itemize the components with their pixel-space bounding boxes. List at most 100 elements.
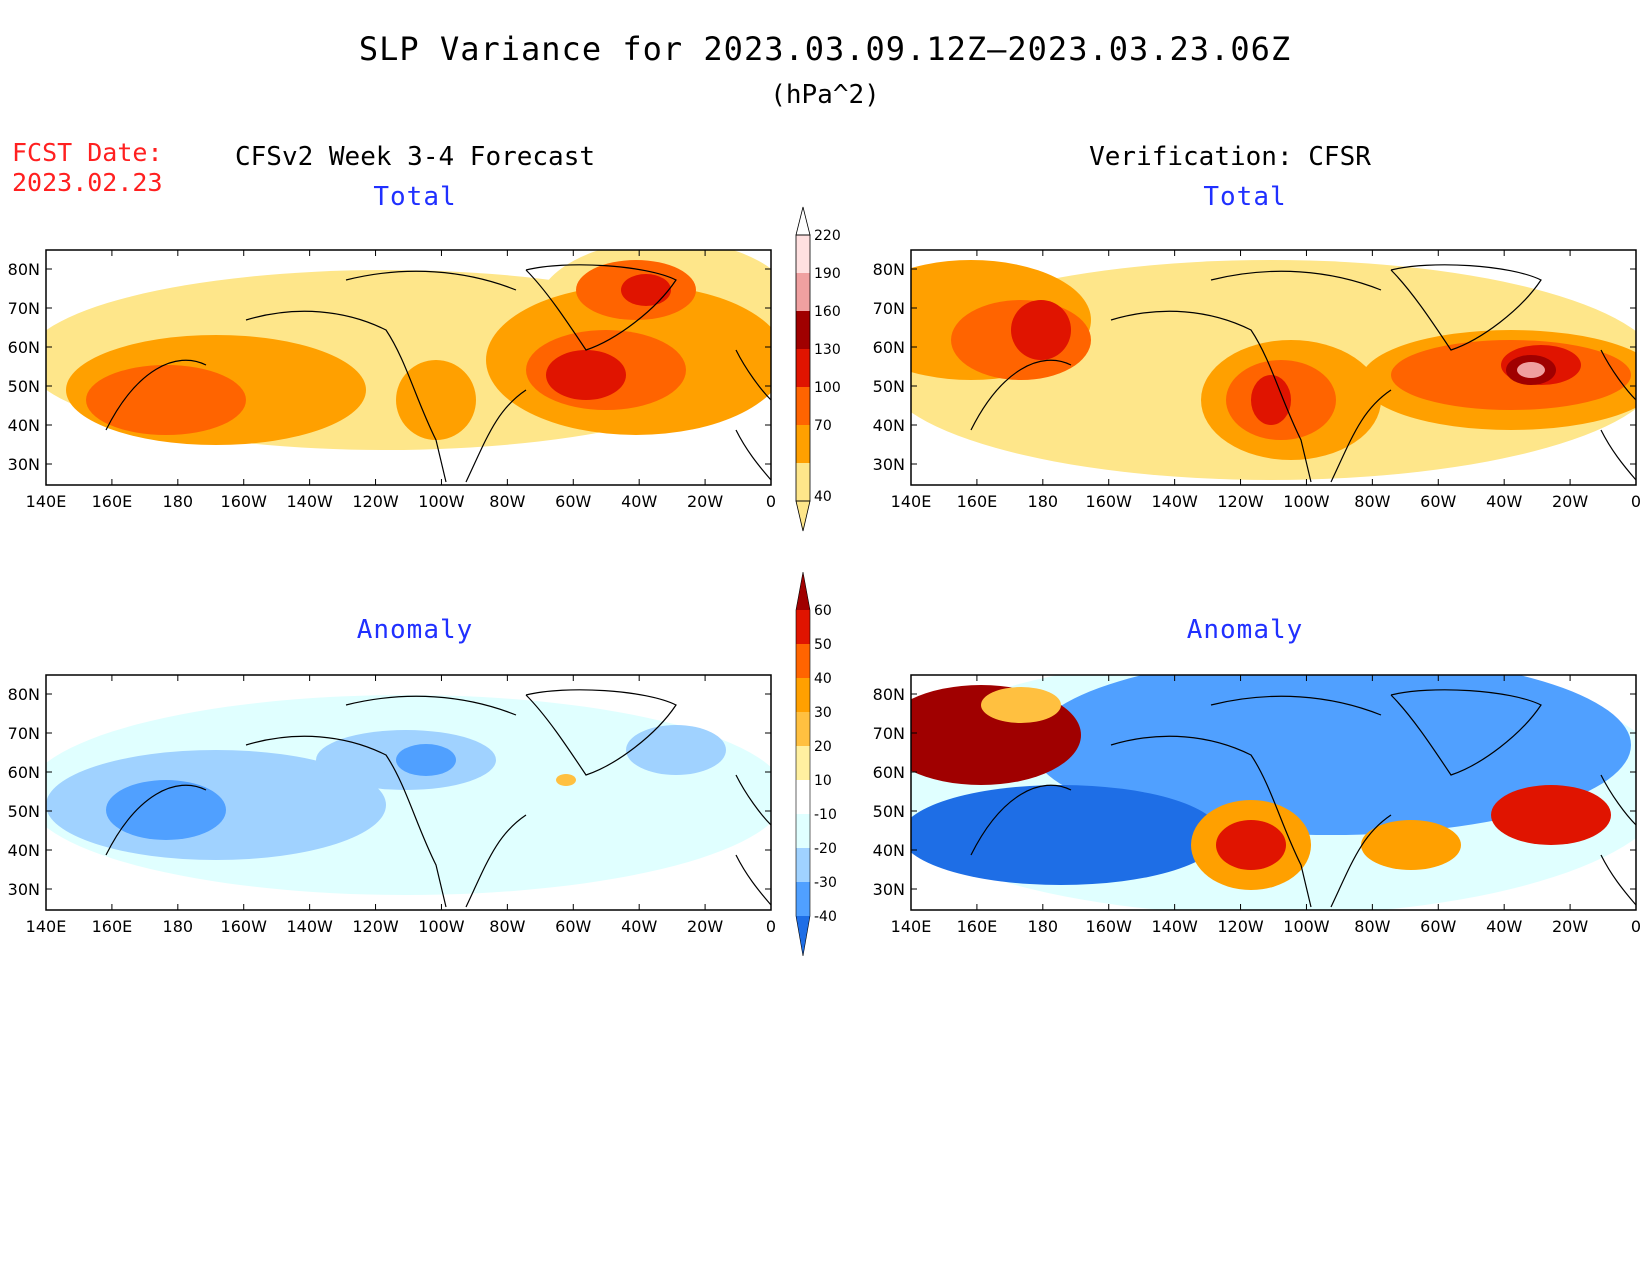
lon-tick-label: 180 <box>163 917 194 936</box>
chart-title: SLP Variance for 2023.03.09.12Z—2023.03.… <box>358 30 1292 68</box>
colorbar-level-label: -40 <box>814 909 837 925</box>
colorbar-segment <box>796 644 810 678</box>
lat-tick-label: 70N <box>873 299 905 318</box>
coastline <box>970 689 1636 908</box>
map-verification-total: 80N 70N 60N 50N 40N 30N 140E 160E 180 160W 140W 120… <box>873 249 1641 511</box>
lon-tick-label: 20W <box>1552 917 1588 936</box>
lon-tick-label: 0 <box>766 917 776 936</box>
lon-tick-label: 60W <box>1420 492 1456 511</box>
lat-tick-label: 40N <box>8 416 40 435</box>
lon-tick-label: 20W <box>687 492 723 511</box>
lat-tick-label: 70N <box>8 724 40 743</box>
colorbar-level-label: -10 <box>814 807 837 823</box>
lon-tick-label: 0 <box>766 492 776 511</box>
lon-tick-label: 140E <box>891 917 932 936</box>
colorbar-segment <box>796 848 810 882</box>
lon-tick-label: 0 <box>1631 917 1641 936</box>
lon-tick-label: 160W <box>1086 492 1133 511</box>
lon-tick-label: 20W <box>1552 492 1588 511</box>
lon-tick-label: 40W <box>621 917 657 936</box>
lon-tick-label: 140W <box>1151 492 1198 511</box>
lat-tick-label: 40N <box>873 416 905 435</box>
field-contour <box>546 350 626 400</box>
map-frame <box>910 249 1637 486</box>
lon-tick-label: 140E <box>26 492 67 511</box>
lon-tick-label: 120W <box>352 492 399 511</box>
lat-tick-label: 30N <box>873 880 905 899</box>
colorbar-segment <box>796 349 810 387</box>
lon-tick-label: 140W <box>286 492 333 511</box>
lon-tick-label: 20W <box>687 917 723 936</box>
lon-tick-label: 140W <box>1151 917 1198 936</box>
colorbar-level-label: 220 <box>814 228 841 244</box>
field-contour <box>396 744 456 776</box>
lon-tick-label: 80W <box>1354 492 1390 511</box>
colorbar-level-label: 130 <box>814 342 841 358</box>
lon-tick-label: 80W <box>1354 917 1390 936</box>
field-contour <box>1011 300 1071 360</box>
colorbar-segment <box>796 814 810 848</box>
colorbar-total: 40 70 100 130 160 190 220 <box>795 206 841 532</box>
colorbar-segment <box>796 712 810 746</box>
colorbar-level-label: 70 <box>814 418 832 434</box>
field-contour <box>981 687 1061 723</box>
map-frame <box>45 674 772 911</box>
colorbar-segment <box>796 273 810 311</box>
lon-tick-label: 80W <box>489 917 525 936</box>
field-contour <box>1251 375 1291 425</box>
field-contour <box>86 365 246 435</box>
colorbar-level-label: 40 <box>814 671 832 687</box>
coastline <box>105 264 771 483</box>
fcst-date-label: FCST Date: <box>12 138 163 167</box>
colorbar-segment <box>796 425 810 463</box>
colorbar-segment <box>796 678 810 712</box>
lon-tick-label: 160E <box>957 917 998 936</box>
lat-tick-label: 80N <box>8 260 40 279</box>
lon-tick-label: 180 <box>163 492 194 511</box>
fcst-date-block: FCST Date: 2023.02.23 <box>12 138 163 198</box>
colorbar-level-label: 20 <box>814 739 832 755</box>
fcst-date-value: 2023.02.23 <box>12 168 163 197</box>
lon-tick-label: 160W <box>221 917 268 936</box>
lat-tick-label: 50N <box>8 377 40 396</box>
lon-tick-label: 160E <box>957 492 998 511</box>
lon-tick-label: 140E <box>891 492 932 511</box>
lat-tick-label: 60N <box>873 763 905 782</box>
map-verification-anomaly: 80N 70N 60N 50N 40N 30N 140E 160E 180 160W 140W 120… <box>873 674 1641 936</box>
lat-tick-label: 40N <box>873 841 905 860</box>
lat-tick-label: 80N <box>873 685 905 704</box>
panel-title-forecast-total: Total <box>373 182 457 212</box>
lon-tick-label: 80W <box>489 492 525 511</box>
map-frame <box>45 249 772 486</box>
field-contour <box>621 274 671 306</box>
lat-tick-label: 30N <box>8 455 40 474</box>
field-contour <box>1491 785 1611 845</box>
colorbar-level-label: 100 <box>814 380 841 396</box>
lon-tick-label: 160E <box>92 492 133 511</box>
lon-tick-label: 100W <box>1283 917 1330 936</box>
field-contour <box>1517 362 1545 378</box>
field-contour <box>1216 820 1286 870</box>
lat-tick-label: 60N <box>8 763 40 782</box>
colorbar-anomaly: 60 50 40 30 20 10 -10 -20 -30 -40 <box>795 571 837 957</box>
lon-tick-label: 100W <box>418 492 465 511</box>
lon-tick-label: 180 <box>1028 492 1059 511</box>
lat-tick-label: 70N <box>873 724 905 743</box>
colorbar-segment <box>796 235 810 273</box>
lat-tick-label: 80N <box>8 685 40 704</box>
lon-tick-label: 100W <box>1283 492 1330 511</box>
field-contour <box>1031 675 1631 835</box>
lat-tick-label: 80N <box>873 260 905 279</box>
colorbar-level-label: -20 <box>814 841 837 857</box>
colorbar-level-label: 50 <box>814 637 832 653</box>
lat-tick-label: 50N <box>873 802 905 821</box>
field-contour <box>911 785 1221 885</box>
lon-tick-label: 160W <box>1086 917 1133 936</box>
verification-heading: Verification: CFSR <box>1089 142 1371 172</box>
lat-tick-label: 30N <box>8 880 40 899</box>
panel-title-verification-total: Total <box>1203 182 1287 212</box>
field-contour <box>626 725 726 775</box>
panel-title-forecast-anomaly: Anomaly <box>356 615 474 645</box>
colorbar-segment <box>796 780 810 814</box>
colorbar-level-label: 40 <box>814 489 832 505</box>
